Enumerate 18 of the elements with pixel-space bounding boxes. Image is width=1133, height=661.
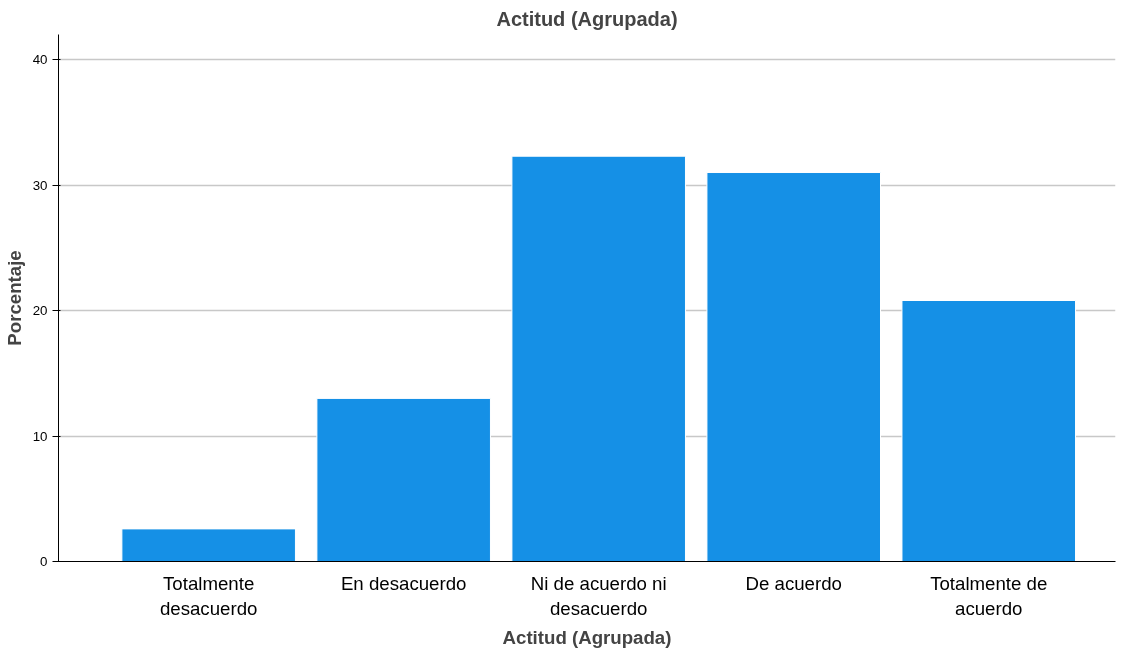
chart-title: Actitud (Agrupada) bbox=[496, 7, 678, 30]
bar bbox=[121, 528, 296, 562]
x-tick-label: Ni de acuerdo ni desacuerdo bbox=[530, 572, 667, 619]
bar bbox=[511, 155, 686, 562]
x-axis-title: Actitud (Agrupada) bbox=[502, 626, 672, 648]
y-tick-label: 40 bbox=[32, 52, 48, 68]
x-tick-label: Totalmente desacuerdo bbox=[159, 572, 258, 619]
x-tick-label: De acuerdo bbox=[745, 572, 842, 594]
y-tick-label: 30 bbox=[32, 177, 48, 193]
x-tick-label: Totalmente de acuerdo bbox=[930, 572, 1048, 619]
bar bbox=[706, 172, 881, 562]
bar bbox=[901, 300, 1077, 562]
y-tick-label: 10 bbox=[32, 428, 48, 444]
bar bbox=[316, 397, 491, 562]
y-tick-label: 0 bbox=[40, 554, 48, 569]
y-axis-title: Porcentaje bbox=[3, 250, 25, 346]
y-tick-label: 20 bbox=[32, 303, 48, 319]
x-tick-label: En desacuerdo bbox=[340, 572, 467, 594]
